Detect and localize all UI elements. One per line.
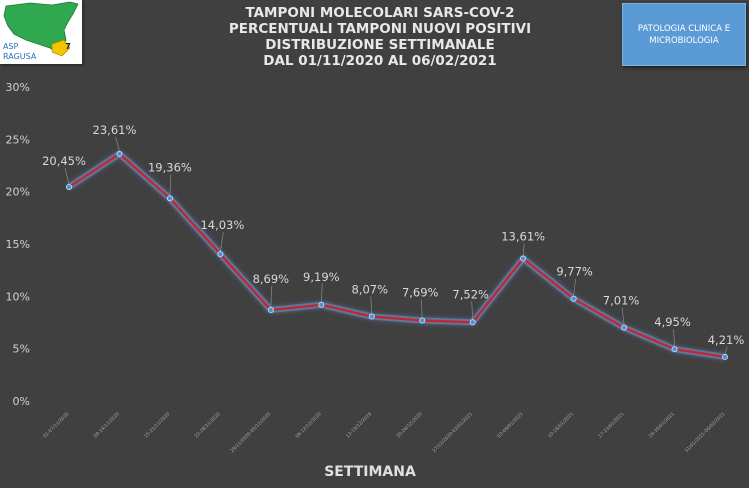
- data-label: 14,03%: [200, 218, 244, 232]
- data-label: 20,45%: [42, 154, 86, 168]
- data-label: 7,01%: [603, 294, 640, 308]
- logo-text-asp: ASP: [3, 42, 19, 51]
- x-tick-label: 13-19/12/2020: [345, 411, 373, 439]
- data-point: [368, 313, 375, 320]
- data-label: 9,19%: [303, 270, 340, 284]
- data-label: 4,95%: [654, 315, 691, 329]
- data-point: [469, 319, 476, 326]
- data-label-leader: [420, 299, 423, 318]
- data-label: 13,61%: [501, 230, 545, 244]
- data-point: [267, 307, 274, 314]
- y-tick-label: 5%: [13, 343, 30, 356]
- data-point: [520, 255, 527, 262]
- badge-line-2: MICROBIOLOGIA: [649, 35, 719, 46]
- data-point: [66, 183, 73, 190]
- data-label-leader: [370, 296, 373, 314]
- data-point: [217, 251, 224, 258]
- x-tick-label: 08-14/11/2020: [93, 411, 121, 439]
- x-tick-label: 29/11/2020-05/12/2020: [229, 411, 272, 454]
- data-point: [419, 317, 426, 324]
- data-label: 7,52%: [452, 287, 489, 301]
- sicily-map-icon: [3, 1, 79, 57]
- data-point: [318, 301, 325, 308]
- asp-ragusa-logo: ASP RAGUSA 7: [0, 0, 82, 64]
- series-line: [68, 152, 726, 359]
- data-label-leader: [320, 283, 323, 302]
- data-point: [671, 346, 678, 353]
- x-tick-label: 03-09/01/2021: [496, 411, 524, 439]
- data-label-leader: [573, 278, 576, 296]
- x-tick-label: 20-26/12/2020: [395, 411, 423, 439]
- data-label: 23,61%: [93, 123, 137, 137]
- logo-number: 7: [65, 42, 71, 51]
- y-tick-label: 15%: [6, 238, 30, 251]
- data-label: 7,69%: [402, 286, 439, 300]
- data-label-leader: [522, 243, 525, 256]
- data-label-leader: [621, 307, 625, 325]
- x-tick-label: 15-21/11/2020: [143, 411, 171, 439]
- data-label-leader: [270, 286, 273, 308]
- x-tick-label: 10-16/01/2021: [547, 411, 575, 439]
- x-tick-label: 01-07/11/2020: [42, 411, 70, 439]
- logo-text-ragusa: RAGUSA: [3, 52, 37, 61]
- data-label-leader: [673, 329, 675, 347]
- x-axis-title: SETTIMANA: [324, 464, 416, 480]
- data-point: [166, 195, 173, 202]
- ragusa-area: [51, 39, 71, 57]
- data-label-leader: [471, 301, 474, 320]
- y-tick-label: 20%: [6, 186, 30, 199]
- chart-title-line-2: PERCENTUALI TAMPONI NUOVI POSITIVI: [228, 21, 532, 37]
- data-point: [722, 353, 729, 360]
- y-tick-label: 10%: [6, 290, 30, 303]
- chart-title-line-3: DISTRIBUZIONE SETTIMANALE: [265, 37, 495, 53]
- x-tick-label: 27/12/2020-02/01/2021: [431, 411, 474, 454]
- x-tick-label: 24-30/01/2021: [648, 411, 676, 439]
- x-tick-label: 22-28/11/2020: [194, 411, 222, 439]
- data-label-leader: [220, 232, 224, 252]
- x-tick-label: 06-12/12/2020: [294, 411, 322, 439]
- data-label-leader: [64, 167, 70, 185]
- badge-line-1: PATOLOGIA CLINICA E: [637, 23, 731, 34]
- data-label-leader: [724, 346, 728, 355]
- data-label: 8,07%: [351, 283, 388, 297]
- chart-title-line-1: TAMPONI MOLECOLARI SARS-COV-2: [245, 5, 515, 21]
- data-label-leader: [169, 174, 172, 196]
- y-tick-label: 30%: [6, 81, 30, 94]
- sicily-shape: [3, 1, 79, 55]
- y-tick-label: 25%: [6, 133, 30, 146]
- data-label: 4,21%: [708, 333, 745, 347]
- data-point: [570, 295, 577, 302]
- data-point: [621, 324, 628, 331]
- data-label: 9,77%: [556, 265, 593, 279]
- data-label: 8,69%: [253, 272, 290, 286]
- chart-title-line-4: DAL 01/11/2020 AL 06/02/2021: [263, 53, 497, 69]
- data-label: 19,36%: [148, 160, 192, 174]
- data-label-leader: [115, 136, 120, 151]
- x-tick-label: 17-23/01/2021: [597, 411, 625, 439]
- y-tick-label: 0%: [13, 395, 30, 408]
- department-badge: PATOLOGIA CLINICA E MICROBIOLOGIA: [622, 3, 746, 66]
- x-tick-label: 31/01/2021-06/02/2021: [684, 411, 727, 454]
- data-point: [116, 150, 123, 157]
- chart-title-block: TAMPONI MOLECOLARI SARS-COV-2 PERCENTUAL…: [200, 5, 560, 69]
